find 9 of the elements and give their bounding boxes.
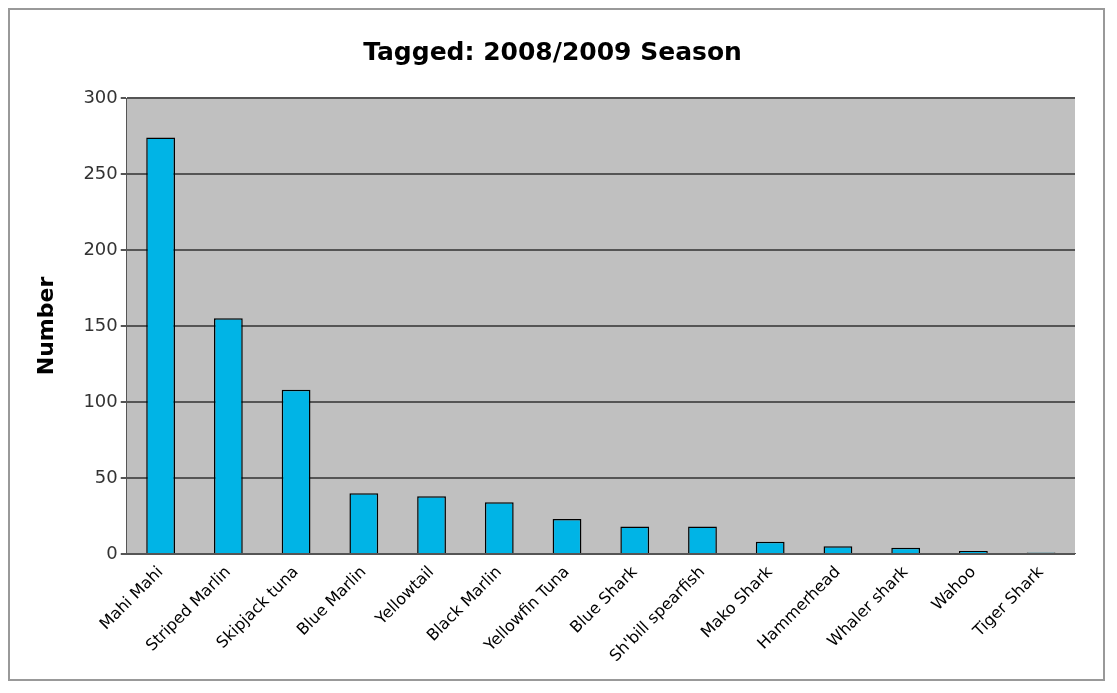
- y-tick-label: 0: [106, 541, 118, 563]
- y-tick-label: 200: [83, 237, 118, 259]
- chart-title: Tagged: 2008/2009 Season: [363, 36, 742, 66]
- y-tick-label: 100: [83, 389, 118, 411]
- y-tick-label: 150: [83, 313, 118, 335]
- y-tick-label: 300: [83, 85, 118, 107]
- y-tick-label: 50: [94, 465, 118, 487]
- y-axis-title: Number: [32, 276, 58, 376]
- y-tick-label: 250: [83, 161, 118, 183]
